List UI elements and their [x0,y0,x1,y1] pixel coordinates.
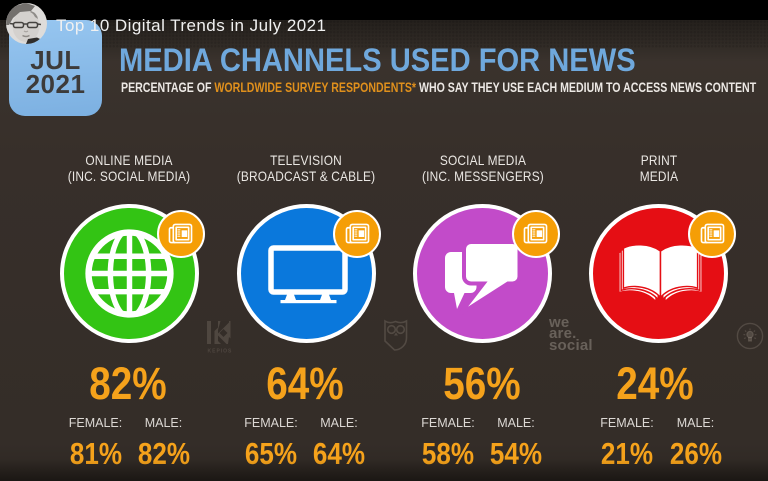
svg-text:KEPIOS: KEPIOS [208,349,233,355]
